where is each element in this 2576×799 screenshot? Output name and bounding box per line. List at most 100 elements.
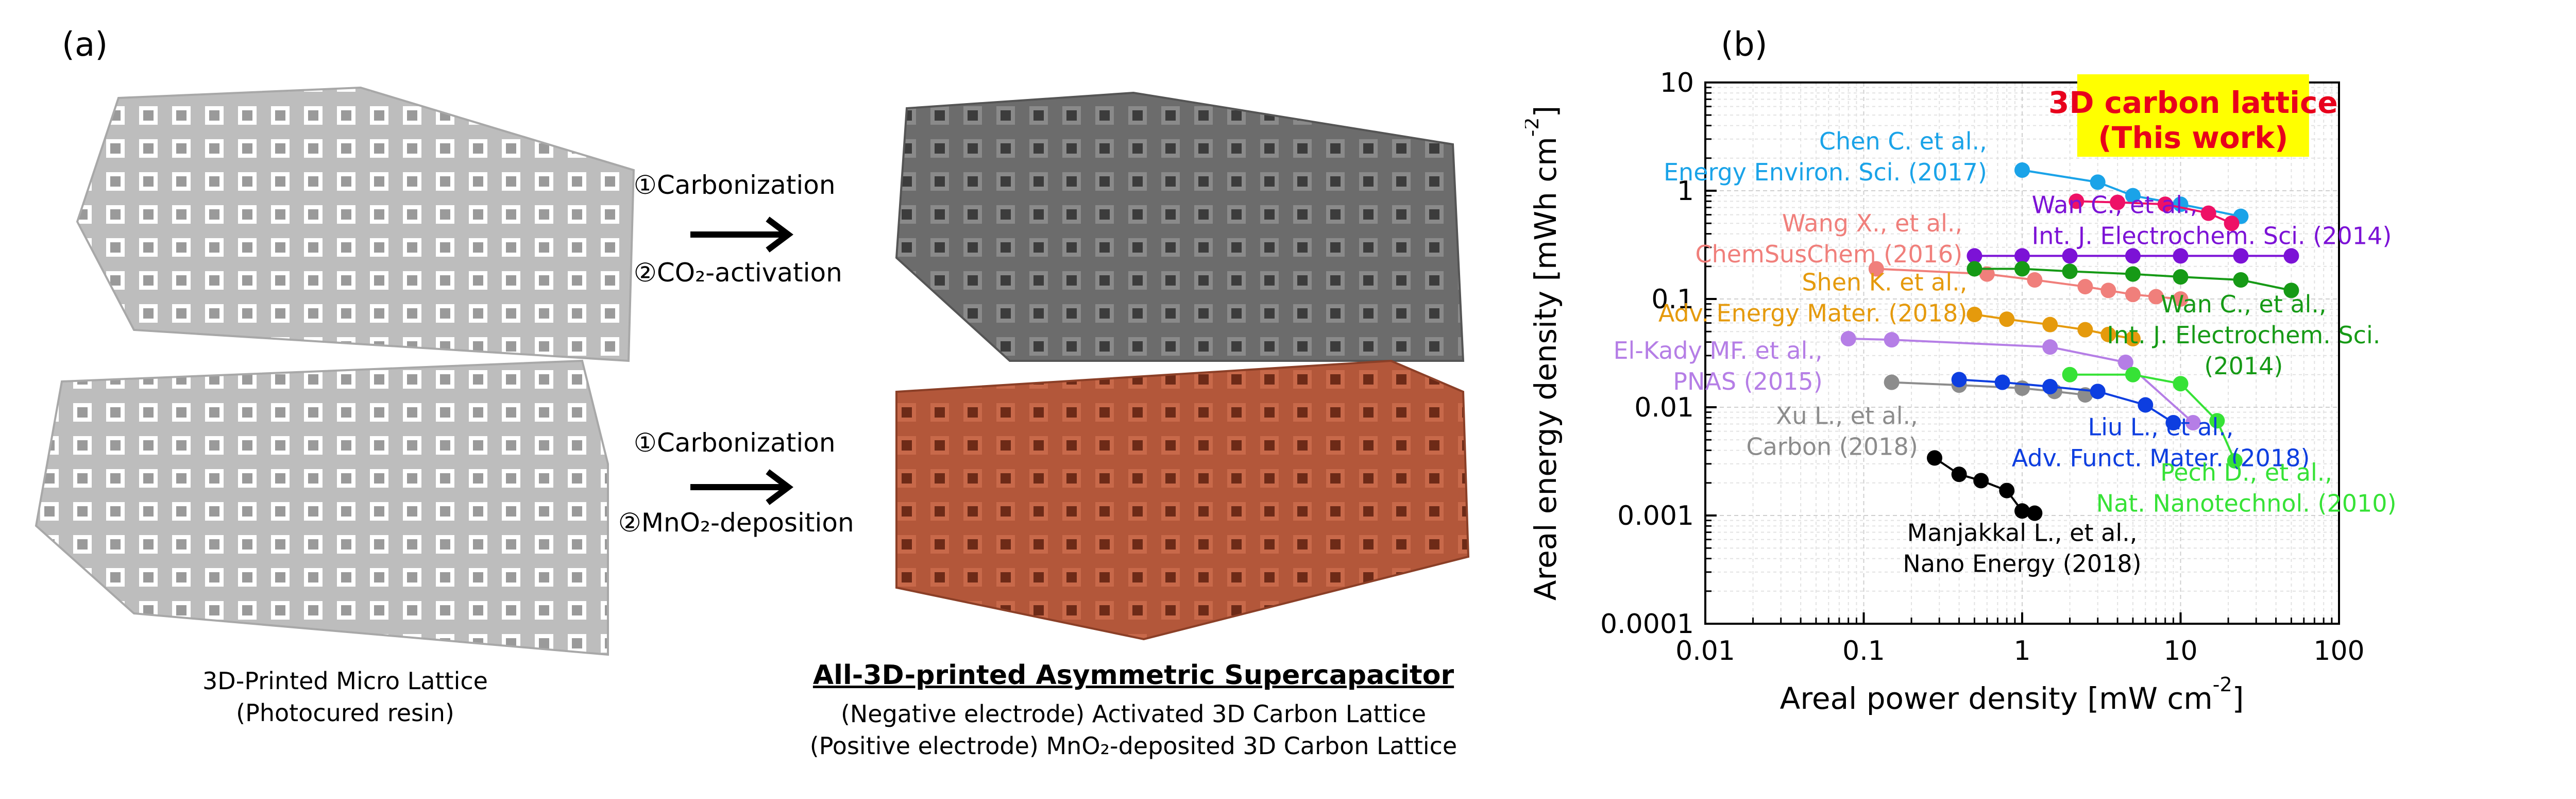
y-tick-label: 10 xyxy=(1660,68,1694,98)
data-point xyxy=(2077,279,2093,295)
data-point xyxy=(2062,263,2078,279)
data-point xyxy=(2173,248,2189,264)
series-label-7-1: Xu L., et al., xyxy=(1776,402,1918,430)
x-tick-label: 10 xyxy=(2163,636,2197,667)
data-point xyxy=(2042,317,2058,332)
series-label-2-2: Int. J. Electrochem. Sci. (2014) xyxy=(2032,222,2392,250)
positive-electrode-caption: (Positive electrode) MnO₂-deposited 3D C… xyxy=(809,732,1458,760)
data-point xyxy=(2233,272,2249,288)
data-point xyxy=(2125,248,2141,264)
series-label-8-2: Adv. Funct. Mater. (2018) xyxy=(2012,444,2310,472)
series-label-3-2: ChemSusChem (2016) xyxy=(1695,240,1962,268)
data-point xyxy=(2027,505,2043,521)
data-point xyxy=(2090,384,2106,400)
data-point xyxy=(2077,322,2093,338)
series-label-5-1: Shen K. et al., xyxy=(1802,268,1967,296)
resin-caption-line2: (Photocured resin) xyxy=(236,699,454,727)
data-point xyxy=(2069,193,2084,209)
data-point xyxy=(1994,374,2010,390)
data-point xyxy=(2062,248,2078,264)
data-point xyxy=(1967,248,1982,264)
series-label-4-1: Wan C., et al., xyxy=(2161,290,2327,318)
data-point xyxy=(2125,287,2141,303)
arrow-top-icon xyxy=(690,217,793,253)
data-point xyxy=(2027,272,2043,288)
y-axis-label: Areal energy density [mWh cm-2] xyxy=(1525,106,1563,601)
data-point xyxy=(2200,205,2216,221)
data-point xyxy=(2125,367,2141,382)
x-axis-label: Areal power density [mW cm-2] xyxy=(1780,673,2244,716)
data-point xyxy=(2100,326,2116,342)
data-point xyxy=(2125,188,2141,204)
data-point xyxy=(2014,261,2030,277)
highlight-box xyxy=(2077,74,2309,157)
step-bottom-deposition: ②MnO₂-deposition xyxy=(618,508,854,538)
chart-series-labels: Chen C. et al., Energy Environ. Sci. (201… xyxy=(1613,74,2397,578)
data-point xyxy=(2125,330,2141,346)
data-point xyxy=(2173,291,2189,307)
resin-caption-line1: 3D-Printed Micro Lattice xyxy=(202,667,488,695)
data-point xyxy=(1884,332,1900,348)
series-label-6-1: El-Kady MF. et al., xyxy=(1613,337,1822,364)
chart-axes: 0.01 0.1 1 10 100 0.0001 0.001 0.01 0.1 1 10 Areal … xyxy=(1525,68,2365,716)
y-tick-label: 0.1 xyxy=(1651,284,1694,315)
data-point xyxy=(2014,503,2030,519)
data-point xyxy=(2165,414,2181,430)
lattice-illustrations xyxy=(35,86,1470,656)
supercapacitor-caption: All-3D-printed Asymmetric Supercapacitor… xyxy=(762,660,1504,762)
data-point xyxy=(2014,248,2030,264)
y-tick-label: 1 xyxy=(1677,176,1694,207)
resin-lattice-top xyxy=(76,86,635,362)
data-point xyxy=(2233,248,2249,264)
x-tick-label: 0.1 xyxy=(1842,636,1885,667)
data-point xyxy=(1967,306,1982,322)
step-bottom-carbonization: ①Carbonization xyxy=(634,428,836,458)
series-label-4-3: (2014) xyxy=(2204,352,2283,380)
step-top-carbonization: ①Carbonization xyxy=(634,170,836,200)
data-point xyxy=(2042,339,2058,355)
data-point xyxy=(2148,289,2164,305)
data-point xyxy=(2185,414,2201,430)
series-label-4-2: Int. J. Electrochem. Sci. xyxy=(2107,321,2380,349)
step-top-activation: ②CO₂-activation xyxy=(634,258,842,288)
panel-a-label: (a) xyxy=(62,26,108,64)
data-point xyxy=(2173,269,2189,285)
arrow-bottom-icon xyxy=(690,469,793,505)
series-label-2-1: Wan C., et al., xyxy=(2032,191,2198,219)
resin-caption: 3D-Printed Micro Lattice (Photocured res… xyxy=(160,665,531,729)
series-label-3-1: Wang X., et al., xyxy=(1782,209,1962,237)
data-point xyxy=(2157,196,2173,212)
series-label-10-2: Nano Energy (2018) xyxy=(1903,550,2141,578)
data-point xyxy=(2062,367,2078,382)
series-label-8-1: Liu L., et al., xyxy=(2088,413,2234,441)
data-point xyxy=(2090,174,2106,190)
supercapacitor-title: All-3D-printed Asymmetric Supercapacitor xyxy=(812,660,1454,691)
resin-lattice-bottom xyxy=(35,359,609,656)
data-point xyxy=(2227,453,2243,469)
data-point xyxy=(2283,248,2299,264)
data-point xyxy=(2042,379,2058,395)
data-point xyxy=(2138,397,2154,413)
series-label-0-2: Energy Environ. Sci. (2017) xyxy=(1664,158,1987,186)
data-point xyxy=(1884,374,1900,390)
panel-b-label: (b) xyxy=(1721,26,1768,64)
data-point xyxy=(2117,354,2133,370)
data-point xyxy=(1840,330,1856,346)
highlight-line-1: 3D carbon lattice xyxy=(2048,85,2338,120)
highlight-line-2: (This work) xyxy=(2098,120,2288,155)
x-tick-label: 0.01 xyxy=(1675,636,1735,667)
series-label-0-1: Chen C. et al., xyxy=(1819,127,1987,155)
data-point xyxy=(1951,372,1967,388)
data-point xyxy=(1999,311,2015,327)
y-tick-label: 0.001 xyxy=(1617,501,1694,531)
data-point xyxy=(2173,376,2189,392)
data-point xyxy=(1967,261,1982,277)
data-point xyxy=(1999,482,2015,498)
series-label-6-2: PNAS (2015) xyxy=(1673,368,1822,395)
series-label-9-2: Nat. Nanotechnol. (2010) xyxy=(2096,489,2397,517)
data-point xyxy=(1951,467,1967,482)
data-point xyxy=(2283,282,2299,298)
carbon-lattice-top xyxy=(895,91,1465,362)
mno2-lattice-bottom xyxy=(895,359,1470,641)
chart-marks xyxy=(1840,162,2299,521)
